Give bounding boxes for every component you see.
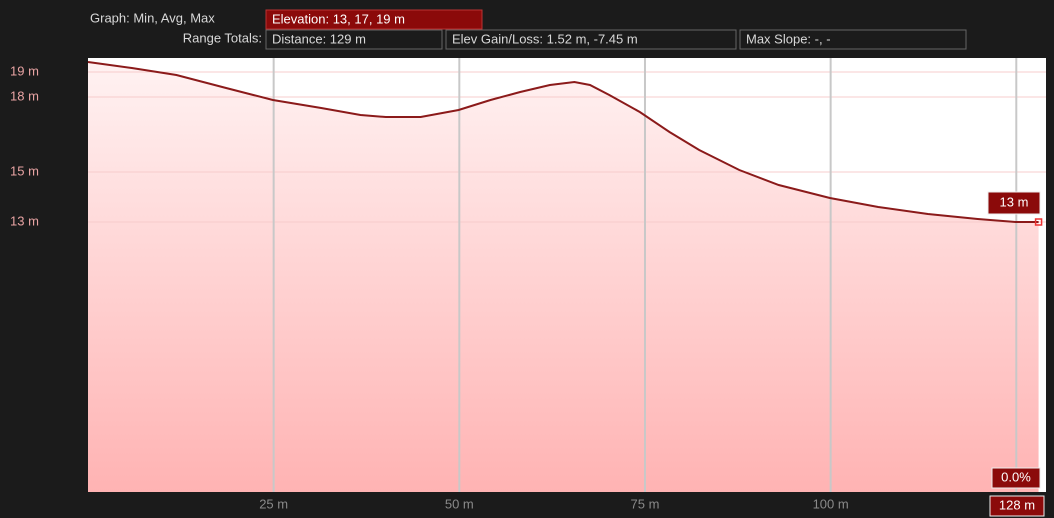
distance-box <box>265 29 443 50</box>
gain-box <box>445 29 737 50</box>
cursor-marker <box>1034 218 1043 226</box>
elevation-box <box>265 9 483 30</box>
y-tick-label: 18 m <box>10 88 39 103</box>
graph-label: Graph: Min, Avg, Max <box>90 10 215 25</box>
slope-label: 0.0% <box>1001 469 1031 484</box>
slope-box <box>739 29 967 50</box>
y-tick-label: 13 m <box>10 213 39 228</box>
elevation-line <box>87 61 1039 223</box>
x-tick-label: 25 m <box>259 496 288 511</box>
cursor-value-box <box>987 191 1041 215</box>
x-tick-label: 75 m <box>631 496 660 511</box>
cursor-value-label: 13 m <box>1000 194 1029 209</box>
x-tick-label: 100 m <box>813 496 849 511</box>
y-tick-label: 15 m <box>10 163 39 178</box>
gain-text: Elev Gain/Loss: 1.52 m, -7.45 m <box>452 31 638 46</box>
slope-box <box>991 467 1041 489</box>
cursor-x-label: 128 m <box>999 497 1035 512</box>
slope-text: Max Slope: -, - <box>746 31 831 46</box>
cursor-x-box <box>989 495 1045 517</box>
distance-text: Distance: 129 m <box>272 31 366 46</box>
range-label: Range Totals: <box>183 30 262 45</box>
elevation-text: Elevation: 13, 17, 19 m <box>272 11 405 26</box>
x-tick-label: 50 m <box>445 496 474 511</box>
area-fill <box>88 62 1039 492</box>
y-tick-label: 19 m <box>10 63 39 78</box>
